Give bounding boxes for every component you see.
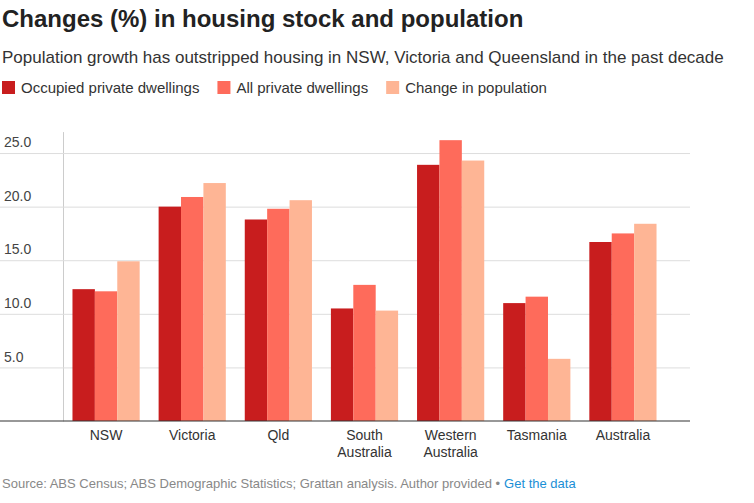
legend-label: All private dwellings xyxy=(236,79,368,96)
legend-swatch xyxy=(2,81,15,94)
y-tick-label: 5.0 xyxy=(4,349,24,365)
x-tick: Victoria xyxy=(169,427,216,443)
title: Changes (%) in housing stock and populat… xyxy=(2,5,523,32)
bar xyxy=(589,242,611,421)
series xyxy=(95,140,634,421)
grid-line xyxy=(0,153,690,154)
grid-line xyxy=(0,207,690,208)
y-tick: 20.0 xyxy=(0,188,690,207)
y-tick-label: 25.0 xyxy=(4,134,31,150)
x-axis-line xyxy=(0,420,690,421)
legend-label: Occupied private dwellings xyxy=(21,79,199,96)
legend-swatch xyxy=(386,81,399,94)
y-tick-label: 20.0 xyxy=(4,188,31,204)
chart: Changes (%) in housing stock and populat… xyxy=(0,0,754,503)
source: Source: ABS Census; ABS Demographic Stat… xyxy=(2,476,576,491)
x-tick-label: Qld xyxy=(267,427,289,443)
bar xyxy=(503,303,525,421)
x-tick: NSW xyxy=(90,427,123,443)
bar xyxy=(181,197,203,421)
x-tick-label: SouthAustralia xyxy=(337,427,392,460)
bar xyxy=(439,140,461,421)
bar xyxy=(267,209,289,421)
bar xyxy=(548,359,570,421)
y-tick-label: 15.0 xyxy=(4,241,31,257)
x-tick: Tasmania xyxy=(507,427,567,443)
bar xyxy=(290,200,312,421)
x-axis: NSW Victoria Qld SouthAustralia WesternAustr… xyxy=(0,421,690,460)
bar xyxy=(245,219,267,421)
y-tick-label: 10.0 xyxy=(4,295,31,311)
bar xyxy=(117,261,139,421)
bar xyxy=(353,285,375,421)
series xyxy=(72,165,611,421)
y-tick: 25.0 xyxy=(0,134,690,153)
x-tick-label: NSW xyxy=(90,427,123,443)
bar xyxy=(612,233,634,421)
legend-item: All private dwellings xyxy=(217,79,368,96)
x-tick-label: Australia xyxy=(596,427,651,443)
series xyxy=(117,161,656,421)
legend-swatch xyxy=(217,81,230,94)
bar xyxy=(72,289,94,421)
x-tick: WesternAustralia xyxy=(423,427,478,460)
bar xyxy=(526,297,548,421)
bar xyxy=(376,311,398,421)
legend-item: Occupied private dwellings xyxy=(2,79,199,96)
bar xyxy=(331,308,353,421)
x-tick-label: Tasmania xyxy=(507,427,567,443)
legend: Occupied private dwellings All private dw… xyxy=(2,79,547,96)
y-axis: 5.0 10.0 15.0 20.0 25.0 xyxy=(0,132,690,421)
subtitle: Population growth has outstripped housin… xyxy=(2,48,724,67)
x-tick: Qld xyxy=(267,427,289,443)
bar xyxy=(95,291,117,421)
bar xyxy=(203,183,225,421)
x-tick: Australia xyxy=(596,427,651,443)
source-link[interactable]: Get the data xyxy=(504,476,576,491)
x-tick-label: Victoria xyxy=(169,427,216,443)
y-axis-line xyxy=(63,132,64,421)
legend-item: Change in population xyxy=(386,79,547,96)
bar xyxy=(159,207,181,421)
bar xyxy=(462,161,484,421)
source-text: Source: ABS Census; ABS Demographic Stat… xyxy=(2,476,501,491)
bar xyxy=(634,224,656,421)
y-tick: 15.0 xyxy=(0,241,690,260)
grid-line xyxy=(0,260,690,261)
x-tick-label: WesternAustralia xyxy=(423,427,478,460)
legend-label: Change in population xyxy=(405,79,547,96)
bar xyxy=(417,165,439,421)
x-tick: SouthAustralia xyxy=(337,427,392,460)
bars xyxy=(72,140,656,421)
